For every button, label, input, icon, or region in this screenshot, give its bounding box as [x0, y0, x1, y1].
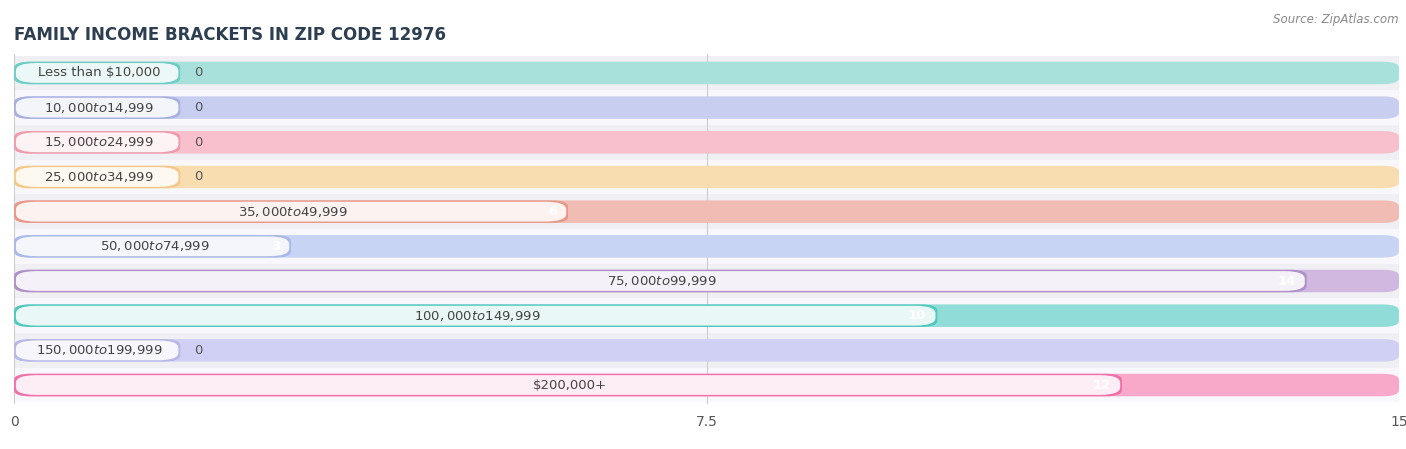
FancyBboxPatch shape	[15, 167, 179, 187]
FancyBboxPatch shape	[14, 125, 1399, 160]
FancyBboxPatch shape	[15, 271, 1305, 291]
FancyBboxPatch shape	[14, 374, 1399, 396]
FancyBboxPatch shape	[15, 63, 179, 83]
FancyBboxPatch shape	[14, 90, 1399, 125]
FancyBboxPatch shape	[15, 340, 179, 360]
FancyBboxPatch shape	[14, 304, 1399, 327]
FancyBboxPatch shape	[14, 339, 1399, 361]
FancyBboxPatch shape	[14, 200, 568, 223]
FancyBboxPatch shape	[14, 304, 938, 327]
FancyBboxPatch shape	[14, 194, 1399, 229]
Text: $10,000 to $14,999: $10,000 to $14,999	[44, 101, 153, 114]
FancyBboxPatch shape	[14, 270, 1306, 292]
Text: 10: 10	[908, 309, 927, 322]
FancyBboxPatch shape	[14, 235, 1399, 258]
Text: Source: ZipAtlas.com: Source: ZipAtlas.com	[1274, 13, 1399, 26]
FancyBboxPatch shape	[14, 62, 180, 84]
FancyBboxPatch shape	[15, 306, 935, 326]
FancyBboxPatch shape	[14, 339, 180, 361]
FancyBboxPatch shape	[15, 98, 179, 118]
Text: $100,000 to $149,999: $100,000 to $149,999	[415, 308, 541, 323]
Text: $25,000 to $34,999: $25,000 to $34,999	[44, 170, 153, 184]
FancyBboxPatch shape	[14, 97, 1399, 119]
Text: 12: 12	[1092, 379, 1111, 392]
Text: $50,000 to $74,999: $50,000 to $74,999	[100, 239, 209, 253]
FancyBboxPatch shape	[15, 237, 290, 256]
FancyBboxPatch shape	[14, 298, 1399, 333]
Text: FAMILY INCOME BRACKETS IN ZIP CODE 12976: FAMILY INCOME BRACKETS IN ZIP CODE 12976	[14, 26, 446, 44]
FancyBboxPatch shape	[14, 160, 1399, 194]
FancyBboxPatch shape	[14, 270, 1399, 292]
Text: 0: 0	[194, 171, 202, 184]
Text: Less than $10,000: Less than $10,000	[38, 66, 160, 79]
FancyBboxPatch shape	[14, 235, 291, 258]
FancyBboxPatch shape	[14, 131, 1399, 154]
FancyBboxPatch shape	[15, 202, 567, 221]
FancyBboxPatch shape	[14, 374, 1122, 396]
FancyBboxPatch shape	[14, 229, 1399, 264]
Text: $75,000 to $99,999: $75,000 to $99,999	[607, 274, 717, 288]
FancyBboxPatch shape	[14, 166, 180, 188]
FancyBboxPatch shape	[14, 131, 180, 154]
Text: 3: 3	[271, 240, 280, 253]
FancyBboxPatch shape	[14, 333, 1399, 368]
Text: 6: 6	[548, 205, 557, 218]
FancyBboxPatch shape	[15, 132, 179, 152]
Text: $150,000 to $199,999: $150,000 to $199,999	[35, 343, 162, 357]
Text: 0: 0	[194, 66, 202, 79]
FancyBboxPatch shape	[14, 62, 1399, 84]
FancyBboxPatch shape	[14, 56, 1399, 90]
Text: 0: 0	[194, 136, 202, 149]
Text: 0: 0	[194, 101, 202, 114]
Text: 0: 0	[194, 344, 202, 357]
Text: $35,000 to $49,999: $35,000 to $49,999	[238, 205, 347, 219]
Text: $200,000+: $200,000+	[533, 379, 607, 392]
Text: $15,000 to $24,999: $15,000 to $24,999	[44, 135, 153, 150]
FancyBboxPatch shape	[14, 200, 1399, 223]
FancyBboxPatch shape	[14, 97, 180, 119]
FancyBboxPatch shape	[15, 375, 1121, 395]
FancyBboxPatch shape	[14, 264, 1399, 298]
Text: 14: 14	[1277, 274, 1295, 287]
FancyBboxPatch shape	[14, 368, 1399, 402]
FancyBboxPatch shape	[14, 166, 1399, 188]
